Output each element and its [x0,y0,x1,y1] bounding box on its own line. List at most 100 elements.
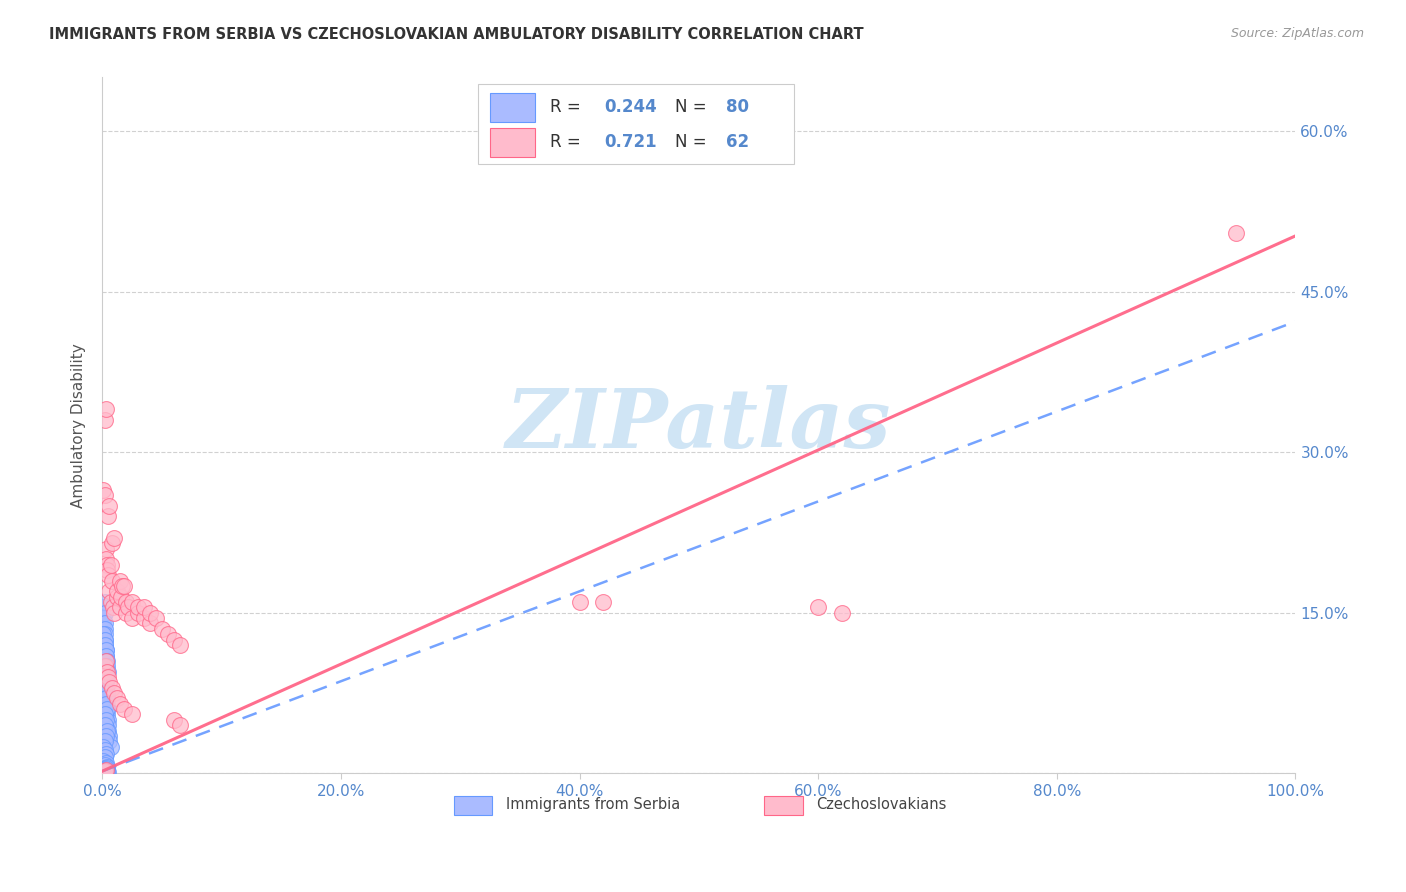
Point [98,584,121,599]
Point [93,622,115,636]
Point [108,600,131,615]
Point [94,763,117,777]
Point [93,762,115,776]
Text: 62: 62 [727,133,749,151]
Point [93,718,115,732]
Text: IMMIGRANTS FROM SERBIA VS CZECHOSLOVAKIAN AMBULATORY DISABILITY CORRELATION CHAR: IMMIGRANTS FROM SERBIA VS CZECHOSLOVAKIA… [49,27,863,42]
Point [93,745,115,759]
Point [94,765,117,780]
Point [93,764,115,779]
Point [127,600,149,615]
Point [117,600,139,615]
Text: Czechoslovakians: Czechoslovakians [815,797,946,812]
Point [94,729,117,743]
Point [121,595,143,609]
Point [105,584,128,599]
Point [94,665,117,679]
Point [93,632,115,647]
Point [96,691,118,706]
Point [96,665,118,679]
FancyBboxPatch shape [478,85,794,164]
Point [94,670,117,684]
Point [94,762,117,776]
Point [98,729,121,743]
Point [103,606,125,620]
Point [96,760,118,774]
Point [100,595,122,609]
Point [100,574,122,588]
Point [93,757,115,772]
Point [93,707,115,722]
Y-axis label: Ambulatory Disability: Ambulatory Disability [72,343,86,508]
Point [93,622,115,636]
Point [94,681,117,695]
Point [145,611,167,625]
Point [103,686,125,700]
Point [94,654,117,668]
Point [94,761,117,775]
Point [93,765,115,780]
Point [115,606,138,620]
Point [110,590,132,604]
Point [93,750,115,764]
Point [94,541,117,556]
Point [96,723,118,738]
Point [94,648,117,663]
Point [121,611,143,625]
Point [96,702,118,716]
Text: R =: R = [550,133,586,151]
Point [94,747,117,761]
Point [94,756,117,770]
Point [96,558,118,572]
Bar [491,93,536,122]
Point [169,718,191,732]
Point [93,616,115,631]
Point [96,707,118,722]
Point [94,713,117,727]
Point [93,763,115,777]
Text: Immigrants from Serbia: Immigrants from Serbia [506,797,679,812]
Point [96,654,118,668]
Text: 0.721: 0.721 [605,133,657,151]
Point [97,509,120,524]
Point [93,765,115,780]
Point [97,765,120,780]
Point [94,659,117,673]
Point [139,606,162,620]
Point [1225,226,1247,240]
Text: 80: 80 [727,98,749,116]
Point [132,600,155,615]
Point [97,723,120,738]
Point [115,595,138,609]
Point [97,665,120,679]
Point [93,757,115,772]
Point [94,402,117,417]
Point [94,691,117,706]
Point [93,686,115,700]
Point [108,574,131,588]
Point [93,760,115,774]
Point [93,616,115,631]
Point [108,697,131,711]
Point [93,764,115,779]
Point [93,632,115,647]
Point [96,697,118,711]
Point [93,483,115,497]
Point [103,531,125,545]
Point [96,563,118,577]
Point [568,595,591,609]
Point [127,606,149,620]
Point [96,763,118,777]
Point [93,611,115,625]
Text: N =: N = [675,133,711,151]
Point [105,691,128,706]
Point [112,579,135,593]
Point [150,622,173,636]
Point [97,713,120,727]
Point [94,654,117,668]
Point [93,627,115,641]
Point [94,643,117,657]
Point [96,686,118,700]
Point [93,675,115,690]
Point [132,611,155,625]
